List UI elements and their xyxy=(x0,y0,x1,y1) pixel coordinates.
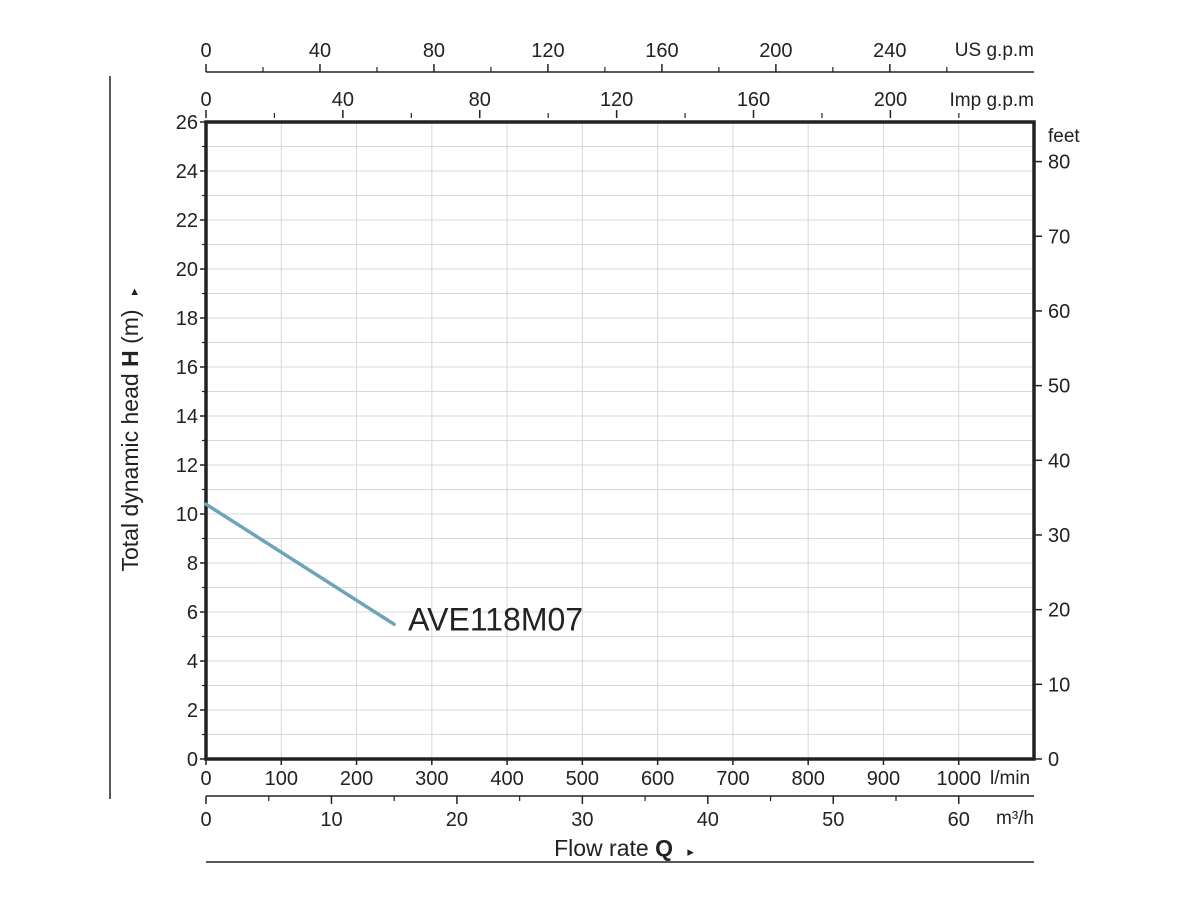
x-tick-label-imp-gpm: 120 xyxy=(600,89,633,111)
axes xyxy=(109,64,1042,863)
x-tick-label-m3h: 60 xyxy=(948,809,970,831)
y-tick-label-m: 12 xyxy=(176,455,198,477)
y-tick-label-m: 16 xyxy=(176,357,198,379)
y-tick-label-m: 4 xyxy=(187,651,198,673)
x-tick-label-lmin: 0 xyxy=(200,768,211,790)
x-tick-label-us-gpm: 160 xyxy=(645,40,678,62)
x-axis-arrow-icon: ▸ xyxy=(687,844,694,859)
y-axis-unit: (m) xyxy=(117,309,143,343)
y-tick-label-feet: 30 xyxy=(1048,525,1070,547)
x-tick-label-lmin: 600 xyxy=(641,768,674,790)
y-tick-label-m: 8 xyxy=(187,553,198,575)
x-tick-label-m3h: 30 xyxy=(571,809,593,831)
y-tick-label-m: 6 xyxy=(187,602,198,624)
x-tick-label-us-gpm: 120 xyxy=(531,40,564,62)
lmin-unit-label: l/min xyxy=(990,768,1030,789)
y-axis-arrow-icon: ▸ xyxy=(126,288,141,295)
x-tick-label-lmin: 400 xyxy=(490,768,523,790)
x-tick-label-m3h: 40 xyxy=(697,809,719,831)
x-tick-label-m3h: 20 xyxy=(446,809,468,831)
y-tick-label-feet: 40 xyxy=(1048,450,1070,472)
x-tick-label-us-gpm: 200 xyxy=(759,40,792,62)
x-tick-label-imp-gpm: 40 xyxy=(332,89,354,111)
grid-lines xyxy=(206,122,1034,759)
x-tick-label-lmin: 1000 xyxy=(936,768,981,790)
x-tick-label-lmin: 800 xyxy=(791,768,824,790)
x-axis-title-text: Flow rate xyxy=(554,835,649,861)
x-tick-label-m3h: 50 xyxy=(822,809,844,831)
x-tick-label-lmin: 100 xyxy=(265,768,298,790)
us-gpm-unit-label: US g.p.m xyxy=(955,40,1034,61)
x-tick-label-lmin: 900 xyxy=(867,768,900,790)
series-label: AVE118M07 xyxy=(408,601,583,637)
y-tick-label-feet: 80 xyxy=(1048,152,1070,174)
x-tick-label-us-gpm: 240 xyxy=(873,40,906,62)
x-axis-title: Flow rate Q ▸ xyxy=(554,835,694,861)
y-tick-label-m: 10 xyxy=(176,504,198,526)
y-tick-label-feet: 10 xyxy=(1048,674,1070,696)
y-tick-label-m: 22 xyxy=(176,210,198,232)
feet-unit-label: feet xyxy=(1048,126,1080,147)
x-tick-label-m3h: 0 xyxy=(200,809,211,831)
y-axis-title-text: Total dynamic head xyxy=(117,373,143,571)
x-tick-label-imp-gpm: 160 xyxy=(737,89,770,111)
m3h-unit-label: m³/h xyxy=(996,808,1034,829)
x-tick-label-m3h: 10 xyxy=(320,809,342,831)
x-tick-label-us-gpm: 80 xyxy=(423,40,445,62)
x-tick-label-lmin: 300 xyxy=(415,768,448,790)
y-axis-symbol: H xyxy=(117,350,143,367)
y-tick-label-m: 14 xyxy=(176,406,198,428)
y-tick-label-feet: 70 xyxy=(1048,226,1070,248)
y-tick-label-feet: 0 xyxy=(1048,749,1059,771)
y-tick-label-m: 0 xyxy=(187,749,198,771)
y-tick-label-m: 24 xyxy=(176,161,198,183)
y-tick-label-m: 26 xyxy=(176,112,198,134)
y-tick-label-m: 18 xyxy=(176,308,198,330)
y-tick-label-feet: 20 xyxy=(1048,600,1070,622)
x-axis-symbol: Q xyxy=(655,835,673,861)
x-tick-label-lmin: 700 xyxy=(716,768,749,790)
x-tick-label-lmin: 200 xyxy=(340,768,373,790)
x-tick-label-imp-gpm: 200 xyxy=(874,89,907,111)
x-tick-label-us-gpm: 0 xyxy=(200,40,211,62)
series-layer: AVE118M07 xyxy=(204,502,583,637)
x-tick-label-lmin: 500 xyxy=(566,768,599,790)
tick-labels: 0246810121416182022242601020304050607080… xyxy=(176,40,1081,831)
y-tick-label-m: 20 xyxy=(176,259,198,281)
y-tick-label-m: 2 xyxy=(187,700,198,722)
y-axis-title: Total dynamic head H (m) ▸ xyxy=(117,288,143,571)
y-tick-label-feet: 50 xyxy=(1048,376,1070,398)
y-tick-label-feet: 60 xyxy=(1048,301,1070,323)
x-tick-label-imp-gpm: 0 xyxy=(200,89,211,111)
x-tick-label-imp-gpm: 80 xyxy=(469,89,491,111)
x-tick-label-us-gpm: 40 xyxy=(309,40,331,62)
series-line-AVE118M07 xyxy=(204,502,396,627)
imp-gpm-unit-label: Imp g.p.m xyxy=(950,90,1034,111)
